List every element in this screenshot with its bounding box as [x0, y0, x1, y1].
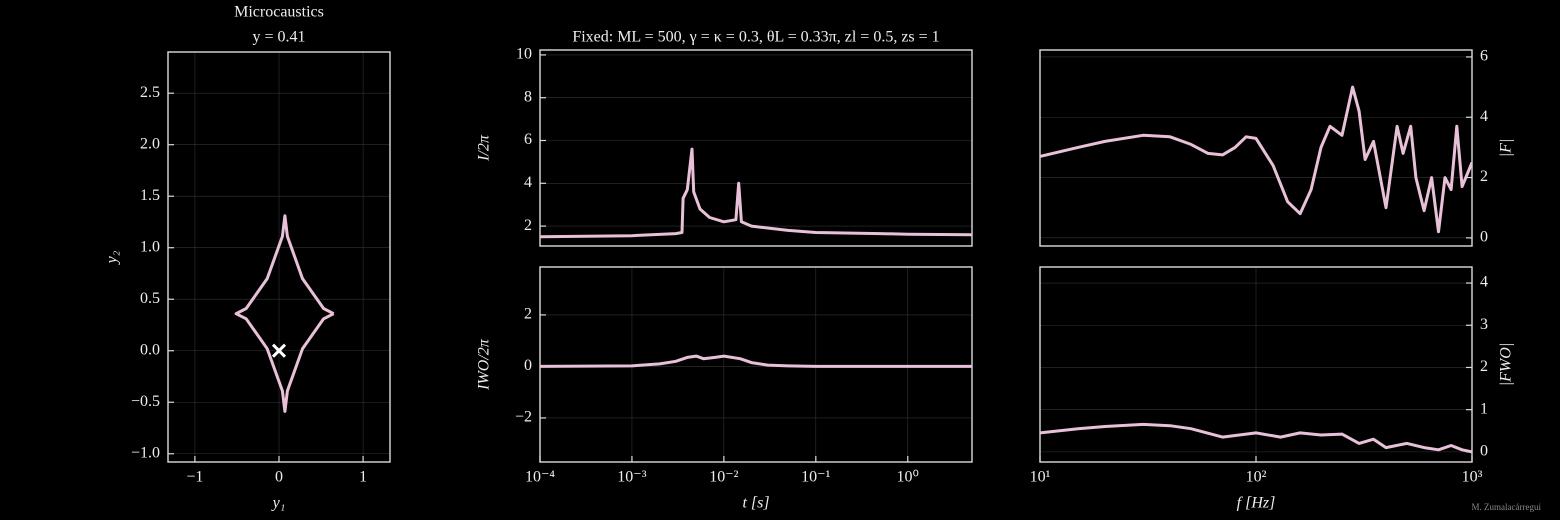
y-tick-label: 0 — [524, 357, 532, 374]
chart-title: Fixed: ML = 500, γ = κ = 0.3, θL = 0.33π… — [572, 29, 939, 46]
data-line — [1040, 422, 1472, 454]
chart-subtitle: y = 0.41 — [252, 29, 305, 46]
y-axis-label: y₂ — [104, 250, 121, 265]
x-tick-label: −1 — [186, 469, 203, 486]
x-axis-label: y₁ — [271, 495, 286, 512]
axes-frame — [1039, 49, 1473, 247]
y-tick-label: 6 — [524, 131, 532, 148]
y-tick-label: 8 — [524, 88, 532, 105]
y-tick-label: 6 — [1480, 48, 1488, 65]
y-axis-label: I/2π — [476, 134, 493, 162]
x-tick-label: 10⁻⁴ — [525, 469, 555, 486]
axes-frame — [539, 49, 973, 247]
y-tick-label: 4 — [524, 174, 532, 191]
y-tick-label: 2 — [1480, 168, 1488, 185]
chart-title: Microcaustics — [234, 4, 324, 21]
data-line — [234, 214, 335, 413]
y-tick-label: −1.0 — [131, 444, 160, 461]
y-tick-label: 0 — [1480, 229, 1488, 246]
y-tick-label: 10 — [516, 46, 532, 63]
x-tick-label: 10³ — [1462, 469, 1483, 486]
y-tick-label: 2 — [524, 306, 532, 323]
x-tick-label: 10⁰ — [897, 469, 919, 486]
y-tick-label: −0.5 — [131, 393, 160, 410]
x-marker — [271, 343, 287, 358]
axes-frame — [539, 266, 973, 463]
y-tick-label: 1 — [1480, 400, 1488, 417]
y-axis-label: |F| — [1498, 139, 1515, 158]
y-axis-label: |FWO| — [1498, 343, 1515, 386]
x-tick-label: 10² — [1246, 469, 1267, 486]
y-tick-label: 3 — [1480, 316, 1488, 333]
x-tick-label: 10⁻¹ — [801, 469, 830, 486]
x-tick-label: 10⁻³ — [617, 469, 646, 486]
x-tick-label: 0 — [275, 469, 283, 486]
x-tick-label: 1 — [359, 469, 367, 486]
credit: M. Zumalacárregui — [1472, 502, 1542, 512]
y-tick-label: 1.5 — [140, 187, 160, 204]
y-tick-label: 4 — [1480, 274, 1488, 291]
axes-frame — [1039, 266, 1473, 463]
y-tick-label: 2 — [1480, 358, 1488, 375]
y-tick-label: 1.0 — [140, 238, 160, 255]
y-tick-label: 4 — [1480, 108, 1488, 125]
x-axis-label: t [s] — [742, 495, 769, 512]
y-tick-label: 2 — [524, 217, 532, 234]
y-tick-label: −2 — [515, 409, 532, 426]
axes-frame — [167, 51, 391, 463]
y-axis-label: IWO/2π — [476, 338, 493, 391]
y-tick-label: 2.5 — [140, 84, 160, 101]
x-axis-label: f [Hz] — [1237, 495, 1276, 512]
y-tick-label: 0.0 — [140, 341, 160, 358]
x-tick-label: 10⁻² — [709, 469, 738, 486]
data-line — [1040, 85, 1472, 234]
y-tick-label: 2.0 — [140, 135, 160, 152]
data-line — [540, 147, 972, 239]
y-tick-label: 0 — [1480, 443, 1488, 460]
x-tick-label: 10¹ — [1030, 469, 1051, 486]
data-line — [540, 354, 972, 368]
y-tick-label: 0.5 — [140, 290, 160, 307]
